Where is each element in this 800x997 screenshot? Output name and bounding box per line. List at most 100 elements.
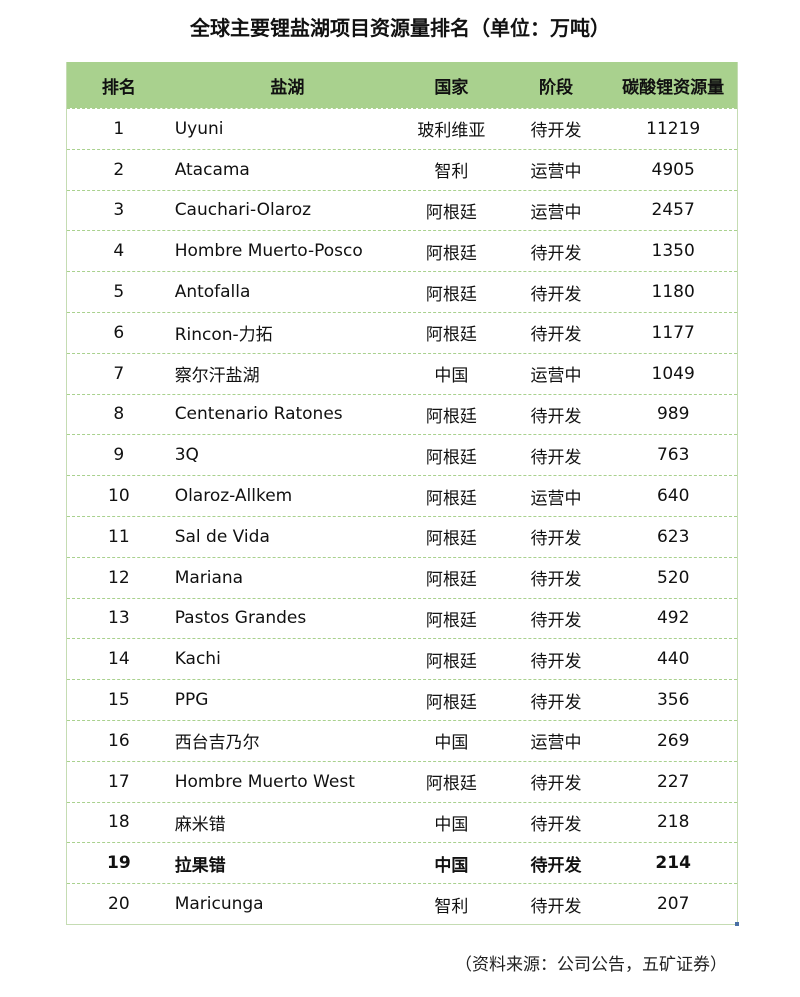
cell-country: 中国 bbox=[434, 855, 469, 876]
table-row: 10 Olaroz-Allkem 阿根廷 运营中 640 bbox=[67, 475, 737, 516]
cell-stage: 待开发 bbox=[530, 692, 582, 713]
cell-stage: 待开发 bbox=[530, 570, 582, 591]
cell-resource: 1177 bbox=[651, 322, 695, 343]
cell-rank: 4 bbox=[113, 241, 125, 262]
cell-country: 阿根廷 bbox=[425, 529, 477, 550]
table-row: 18 麻米错 中国 待开发 218 bbox=[67, 801, 737, 843]
cell-resource: 1180 bbox=[651, 282, 695, 303]
cell-salt-lake: PPG bbox=[174, 690, 209, 711]
cell-resource: 2457 bbox=[651, 200, 695, 221]
cell-resource: 440 bbox=[656, 649, 690, 670]
table-row: 17 Hombre Muerto West 阿根廷 待开发 227 bbox=[67, 760, 737, 802]
cell-salt-lake: Antofalla bbox=[174, 282, 251, 303]
cell-salt-lake: Centenario Ratones bbox=[174, 404, 343, 425]
lithium-table: 排名 盐湖 国家 阶段 碳酸锂资源量 1 Uyuni 玻利维亚 待开发 11219 2 At… bbox=[66, 62, 739, 926]
header-resource: 碳酸锂资源量 bbox=[622, 77, 725, 98]
cell-salt-lake: Atacama bbox=[174, 159, 250, 180]
table-row: 6 Rincon-力拓 阿根廷 待开发 1177 bbox=[67, 311, 737, 353]
cell-rank: 3 bbox=[113, 200, 125, 221]
cell-rank: 8 bbox=[113, 404, 125, 425]
cell-salt-lake: Maricunga bbox=[174, 894, 264, 915]
table-row: 9 3Q 阿根廷 待开发 763 bbox=[67, 434, 737, 475]
cell-rank: 15 bbox=[108, 690, 130, 711]
cell-rank: 16 bbox=[108, 730, 130, 751]
cell-resource: 492 bbox=[656, 608, 690, 629]
table-row: 12 Mariana 阿根廷 待开发 520 bbox=[67, 556, 737, 598]
cell-salt-lake: Pastos Grandes bbox=[174, 608, 307, 629]
table-row: 2 Atacama 智利 运营中 4905 bbox=[67, 148, 737, 190]
cell-country: 中国 bbox=[434, 814, 469, 835]
cell-resource: 214 bbox=[655, 853, 691, 874]
cell-stage: 待开发 bbox=[530, 896, 582, 917]
cell-salt-lake: Hombre Muerto-Posco bbox=[174, 241, 363, 262]
header-salt-lake: 盐湖 bbox=[270, 77, 305, 98]
header-country: 国家 bbox=[434, 77, 469, 98]
cell-country: 阿根廷 bbox=[425, 651, 477, 672]
cell-country: 玻利维亚 bbox=[417, 121, 486, 142]
page-title: 全球主要锂盐湖项目资源量排名（单位：万吨） bbox=[190, 16, 610, 40]
cell-salt-lake: Hombre Muerto West bbox=[174, 771, 355, 792]
table-row: 5 Antofalla 阿根廷 待开发 1180 bbox=[67, 271, 737, 312]
cell-stage: 运营中 bbox=[530, 202, 582, 223]
cell-stage: 待开发 bbox=[530, 406, 582, 427]
table-row: 11 Sal de Vida 阿根廷 待开发 623 bbox=[67, 515, 737, 557]
cell-country: 阿根廷 bbox=[425, 406, 477, 427]
cell-country: 阿根廷 bbox=[425, 570, 477, 591]
table-row: 19 拉果错 中国 待开发 214 bbox=[67, 842, 737, 883]
cell-rank: 18 bbox=[108, 812, 130, 833]
cell-country: 阿根廷 bbox=[425, 243, 477, 264]
cell-salt-lake: Olaroz-Allkem bbox=[174, 486, 293, 507]
cell-rank: 5 bbox=[113, 282, 125, 303]
cell-resource: 269 bbox=[656, 730, 690, 751]
cell-rank: 9 bbox=[113, 445, 125, 466]
cell-country: 阿根廷 bbox=[425, 447, 477, 468]
cell-stage: 运营中 bbox=[530, 162, 582, 183]
cell-country: 中国 bbox=[434, 366, 469, 387]
cell-resource: 11219 bbox=[646, 118, 701, 139]
cell-resource: 218 bbox=[656, 812, 690, 833]
cell-salt-lake: Mariana bbox=[174, 567, 244, 588]
cell-resource: 640 bbox=[656, 486, 690, 507]
table-row: 20 Maricunga 智利 待开发 207 bbox=[67, 883, 737, 924]
cell-rank: 7 bbox=[113, 363, 125, 384]
cell-stage: 待开发 bbox=[530, 325, 582, 346]
cell-salt-lake: Cauchari-Olaroz bbox=[174, 200, 312, 221]
cell-country: 阿根廷 bbox=[425, 692, 477, 713]
cell-country: 智利 bbox=[434, 896, 469, 917]
cell-salt-lake: 西台吉乃尔 bbox=[174, 733, 260, 754]
cell-rank: 20 bbox=[108, 894, 130, 915]
table-row: 7 察尔汗盐湖 中国 运营中 1049 bbox=[67, 352, 737, 394]
cell-country: 阿根廷 bbox=[425, 325, 477, 346]
cell-rank: 12 bbox=[108, 567, 130, 588]
table-row: 4 Hombre Muerto-Posco 阿根廷 待开发 1350 bbox=[67, 230, 737, 271]
cell-resource: 207 bbox=[656, 894, 690, 915]
cell-country: 阿根廷 bbox=[425, 610, 477, 631]
cell-stage: 运营中 bbox=[530, 733, 582, 754]
cell-country: 阿根廷 bbox=[425, 488, 477, 509]
cell-rank: 11 bbox=[108, 526, 130, 547]
table-row: 13 Pastos Grandes 阿根廷 待开发 492 bbox=[67, 597, 737, 639]
cell-rank: 10 bbox=[108, 486, 130, 507]
cell-resource: 356 bbox=[656, 690, 690, 711]
cell-stage: 待开发 bbox=[530, 529, 582, 550]
cell-stage: 待开发 bbox=[530, 814, 582, 835]
cell-salt-lake: 拉果错 bbox=[174, 855, 226, 876]
cell-resource: 763 bbox=[656, 445, 690, 466]
resize-handle bbox=[735, 921, 739, 926]
cell-resource: 227 bbox=[656, 771, 690, 792]
cell-rank: 13 bbox=[108, 608, 130, 629]
cell-salt-lake: Rincon-力拓 bbox=[174, 325, 273, 346]
table-row: 14 Kachi 阿根廷 待开发 440 bbox=[67, 638, 737, 679]
cell-country: 中国 bbox=[434, 733, 469, 754]
cell-stage: 待开发 bbox=[530, 774, 582, 795]
cell-rank: 2 bbox=[113, 159, 125, 180]
table-header: 排名 盐湖 国家 阶段 碳酸锂资源量 bbox=[67, 62, 737, 108]
table-row: 8 Centenario Ratones 阿根廷 待开发 989 bbox=[67, 393, 737, 435]
cell-stage: 待开发 bbox=[530, 855, 582, 876]
cell-stage: 待开发 bbox=[530, 121, 582, 142]
cell-resource: 989 bbox=[656, 404, 690, 425]
cell-stage: 待开发 bbox=[530, 651, 582, 672]
cell-stage: 待开发 bbox=[530, 284, 582, 305]
cell-country: 阿根廷 bbox=[425, 774, 477, 795]
cell-rank: 1 bbox=[113, 118, 125, 139]
